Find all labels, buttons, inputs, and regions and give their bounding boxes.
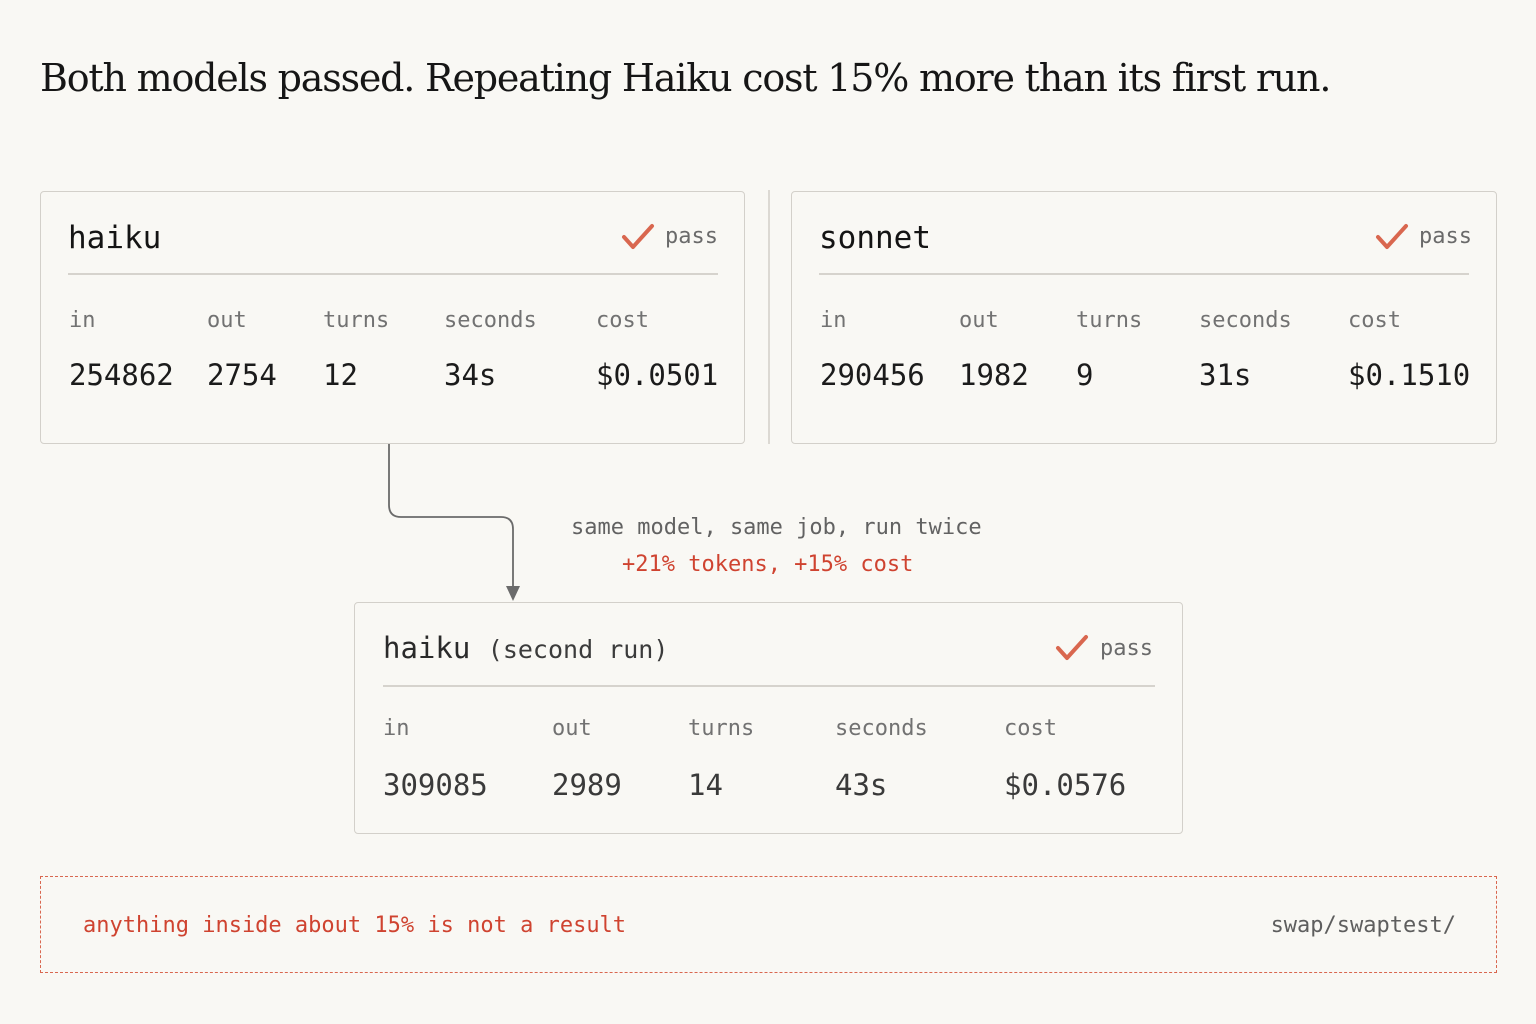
value-out: 1982	[959, 358, 1029, 392]
status-badge: pass	[1100, 636, 1153, 661]
card-title: haiku (second run)	[383, 631, 668, 665]
label-out: out	[207, 308, 247, 333]
connector-delta: +21% tokens, +15% cost	[622, 552, 914, 577]
value-in: 254862	[69, 358, 174, 392]
noise-caveat-box: anything inside about 15% is not a resul…	[40, 876, 1497, 973]
value-seconds: 43s	[835, 768, 888, 802]
value-out: 2754	[207, 358, 277, 392]
value-cost: $0.0501	[596, 358, 719, 392]
checkmark-icon	[1376, 224, 1408, 249]
label-seconds: seconds	[835, 716, 928, 741]
value-in: 290456	[820, 358, 925, 392]
column-divider	[768, 190, 770, 444]
haiku-second-run-card: haiku (second run) pass in out turns sec…	[354, 602, 1183, 834]
card-subtitle: (second run)	[487, 635, 669, 664]
card-model-name: sonnet	[819, 220, 931, 256]
checkmark-icon	[1056, 635, 1088, 660]
label-in: in	[820, 308, 847, 333]
page-title: Both models passed. Repeating Haiku cost…	[40, 56, 1331, 100]
value-turns: 14	[688, 768, 723, 802]
sonnet-card: sonnet pass in out turns seconds cost 29…	[791, 191, 1497, 444]
label-cost: cost	[596, 308, 649, 333]
connector-note: same model, same job, run twice	[571, 515, 982, 540]
value-cost: $0.0576	[1004, 768, 1127, 802]
label-turns: turns	[323, 308, 390, 333]
label-out: out	[552, 716, 592, 741]
haiku-card: haiku pass in out turns seconds cost 254…	[40, 191, 745, 444]
value-seconds: 31s	[1199, 358, 1252, 392]
label-turns: turns	[1076, 308, 1143, 333]
checkmark-icon	[622, 224, 654, 249]
status-badge: pass	[1419, 224, 1472, 249]
divider	[819, 273, 1469, 275]
divider	[383, 685, 1155, 687]
label-seconds: seconds	[1199, 308, 1292, 333]
value-turns: 9	[1076, 358, 1094, 392]
label-out: out	[959, 308, 999, 333]
card-model-name: haiku	[68, 220, 162, 256]
label-seconds: seconds	[444, 308, 537, 333]
value-cost: $0.1510	[1348, 358, 1471, 392]
card-model-name: haiku	[383, 631, 471, 665]
value-in: 309085	[383, 768, 488, 802]
label-turns: turns	[688, 716, 755, 741]
label-cost: cost	[1348, 308, 1401, 333]
value-turns: 12	[323, 358, 358, 392]
label-in: in	[383, 716, 410, 741]
value-seconds: 34s	[444, 358, 497, 392]
label-in: in	[69, 308, 96, 333]
divider	[68, 273, 718, 275]
source-path: swap/swaptest/	[1270, 913, 1456, 938]
label-cost: cost	[1004, 716, 1057, 741]
value-out: 2989	[552, 768, 622, 802]
status-badge: pass	[665, 224, 718, 249]
caveat-text: anything inside about 15% is not a resul…	[83, 913, 627, 938]
